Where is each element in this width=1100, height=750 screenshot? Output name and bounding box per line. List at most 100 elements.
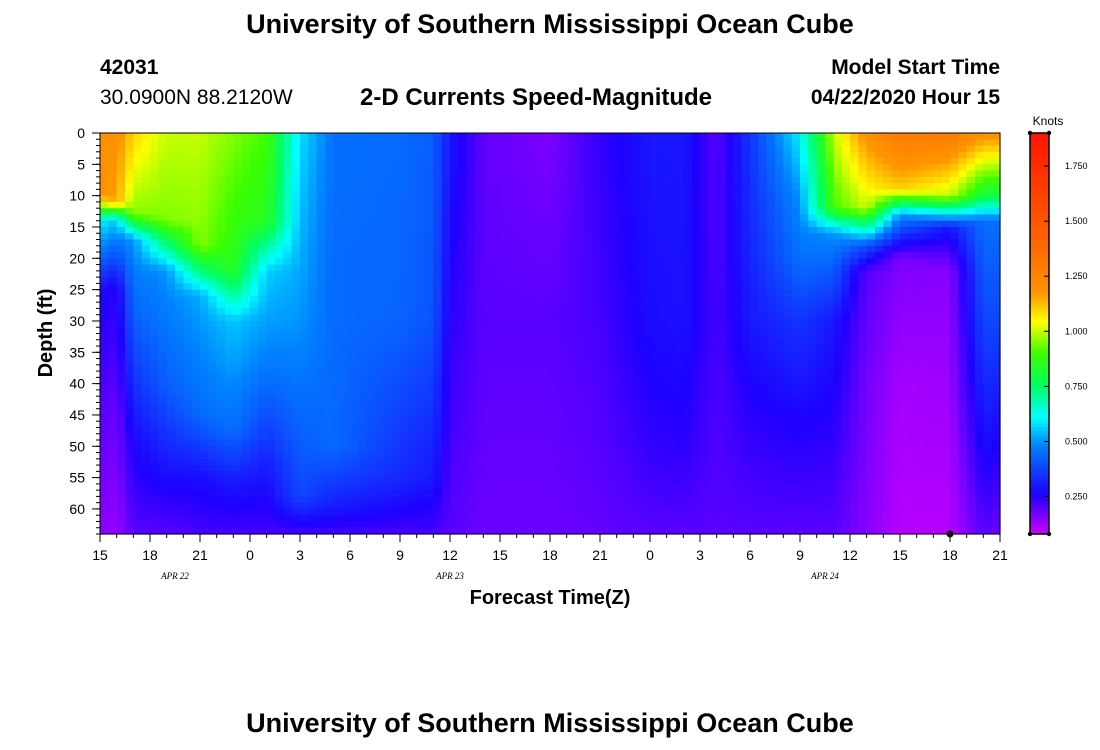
heatmap-cell (625, 346, 634, 353)
heatmap-cell (600, 183, 609, 190)
heatmap-cell (425, 133, 434, 140)
heatmap-cell (608, 201, 618, 209)
heatmap-cell (600, 458, 609, 466)
heatmap-cell (416, 283, 426, 291)
heatmap-cell (533, 233, 543, 241)
heatmap-cell (166, 364, 176, 372)
heatmap-cell (341, 214, 351, 222)
heatmap-cell (600, 245, 609, 253)
heatmap-cell (250, 176, 259, 184)
heatmap-cell (341, 496, 351, 504)
heatmap-cell (725, 176, 734, 184)
heatmap-cell (458, 208, 468, 216)
heatmap-cell (183, 264, 193, 272)
heatmap-cell (191, 214, 201, 222)
heatmap-cell (241, 151, 251, 159)
heatmap-cell (683, 427, 693, 435)
heatmap-cell (300, 233, 309, 241)
heatmap-cell (191, 264, 201, 272)
heatmap-cell (733, 289, 743, 297)
heatmap-cell (708, 433, 718, 441)
heatmap-cell (408, 483, 418, 491)
model-start-label: Model Start Time (831, 56, 1000, 79)
heatmap-cell (358, 233, 368, 241)
heatmap-cell (500, 414, 509, 422)
heatmap-cell (608, 496, 618, 504)
heatmap-cell (425, 496, 434, 504)
heatmap-cell (258, 270, 268, 278)
heatmap-cell (225, 527, 234, 535)
heatmap-cell (166, 471, 176, 479)
heatmap-cell (450, 183, 459, 190)
heatmap-cell (691, 302, 701, 310)
heatmap-cell (325, 189, 334, 197)
heatmap-cell (433, 515, 443, 523)
heatmap-cell (400, 358, 409, 366)
heatmap-cell (566, 245, 576, 253)
heatmap-cell (700, 308, 709, 316)
heatmap-cell (433, 220, 443, 228)
heatmap-cell (491, 371, 501, 378)
heatmap-cell (466, 427, 476, 435)
heatmap-cell (608, 239, 618, 247)
heatmap-cell (533, 327, 543, 335)
heatmap-cell (150, 527, 159, 535)
heatmap-cell (591, 289, 601, 297)
heatmap-cell (191, 145, 201, 153)
heatmap-cell (425, 427, 434, 435)
heatmap-cell (725, 170, 734, 178)
heatmap-cell (725, 346, 734, 353)
heatmap-cell (283, 364, 293, 372)
heatmap-cell (250, 414, 259, 422)
heatmap-cell (266, 151, 276, 159)
heatmap-cell (525, 151, 534, 159)
heatmap-cell (133, 277, 143, 284)
heatmap-cell (258, 170, 268, 178)
heatmap-cell (208, 465, 218, 472)
heatmap-cell (633, 308, 643, 316)
heatmap-cell (666, 170, 676, 178)
heatmap-cell (558, 402, 568, 410)
heatmap-cell (341, 277, 351, 284)
heatmap-cell (516, 521, 526, 529)
heatmap-cell (208, 521, 218, 529)
heatmap-cell (308, 446, 318, 454)
heatmap-cell (558, 183, 568, 190)
heatmap-cell (216, 170, 226, 178)
heatmap-cell (733, 239, 743, 247)
heatmap-cell (100, 389, 109, 397)
heatmap-cell (591, 308, 601, 316)
heatmap-cell (300, 220, 309, 228)
heatmap-cell (266, 496, 276, 504)
heatmap-cell (341, 358, 351, 366)
heatmap-cell (283, 226, 293, 234)
heatmap-cell (491, 283, 501, 291)
heatmap-cell (691, 496, 701, 504)
heatmap-cell (500, 226, 509, 234)
heatmap-cell (158, 226, 168, 234)
heatmap-cell (408, 446, 418, 454)
heatmap-cell (408, 383, 418, 391)
heatmap-cell (141, 314, 151, 322)
heatmap-cell (633, 314, 643, 322)
heatmap-cell (191, 164, 201, 172)
heatmap-cell (241, 314, 251, 322)
heatmap-cell (666, 164, 676, 172)
heatmap-cell (266, 239, 276, 247)
heatmap-cell (333, 483, 343, 491)
heatmap-cell (541, 145, 551, 153)
heatmap-cell (533, 465, 543, 472)
heatmap-cell (558, 233, 568, 241)
heatmap-cell (316, 527, 326, 535)
heatmap-cell (491, 377, 501, 385)
heatmap-cell (583, 496, 593, 504)
heatmap-cell (625, 226, 634, 234)
heatmap-cell (366, 508, 376, 516)
heatmap-cell (500, 314, 509, 322)
heatmap-cell (283, 383, 293, 391)
heatmap-cell (591, 377, 601, 385)
heatmap-cell (441, 527, 451, 535)
heatmap-cell (641, 264, 651, 272)
heatmap-cell (158, 471, 168, 479)
heatmap-cell (700, 508, 709, 516)
